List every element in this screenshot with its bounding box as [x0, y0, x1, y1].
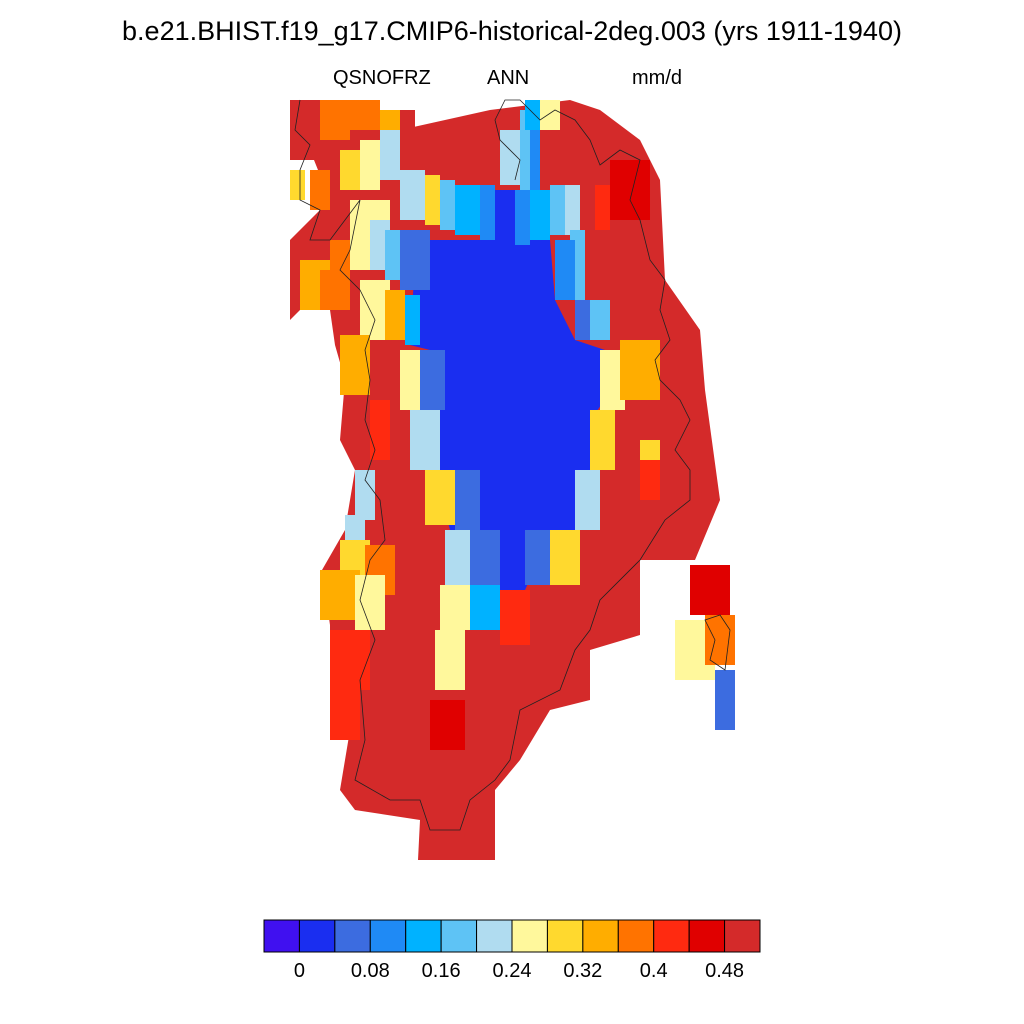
grid-cell — [580, 180, 595, 230]
colorbar-swatch — [369, 919, 407, 953]
grid-cell — [525, 530, 550, 585]
grid-cell — [550, 185, 565, 235]
grid-cell — [400, 110, 415, 140]
colorbar-swatch — [440, 919, 478, 953]
grid-cell — [310, 170, 330, 210]
grid-cell — [360, 140, 380, 190]
colorbar-tick-label: 0.08 — [350, 960, 390, 982]
grid-cell — [500, 130, 520, 185]
grid-cell — [590, 300, 610, 340]
grid-cell — [540, 100, 560, 130]
grid-cell — [340, 150, 360, 190]
grid-cell — [320, 100, 350, 140]
grid-cell — [320, 270, 340, 310]
colorbar-tick-label: 0 — [293, 960, 305, 982]
grid-cell — [530, 130, 540, 190]
units-label: mm/d — [632, 67, 682, 89]
grid-cell — [435, 630, 465, 690]
grid-cell — [320, 570, 360, 620]
colorbar-tick-label: 0.24 — [492, 960, 532, 982]
colorbar-swatch — [405, 919, 442, 953]
grid-cell — [525, 100, 540, 130]
grid-cell — [455, 470, 480, 530]
colorbar-tick-label: 0.16 — [421, 960, 461, 982]
grid-cell — [350, 100, 380, 130]
colorbar-swatch — [334, 919, 371, 953]
grid-cell — [555, 240, 575, 300]
coastline — [294, 99, 731, 831]
grid-cell — [620, 340, 660, 400]
grid-cell — [515, 190, 530, 245]
colorbar-swatch — [511, 919, 548, 953]
colorbar — [263, 919, 761, 953]
grid-cell — [575, 300, 590, 340]
grid-cell — [455, 185, 480, 235]
grid-cell — [385, 230, 400, 280]
grid-cell — [590, 410, 615, 470]
colorbar-swatch — [298, 919, 336, 953]
colorbar-swatch — [653, 919, 690, 953]
grid-cell — [480, 185, 495, 240]
colorbar-swatch — [582, 919, 619, 953]
colorbar-tick-label: 0.32 — [563, 960, 603, 982]
grid-cell — [640, 400, 660, 450]
colorbar-swatch — [617, 919, 655, 953]
grid-cell — [410, 410, 440, 470]
colorbar-swatch — [688, 919, 726, 953]
coastline-path — [294, 99, 691, 831]
grid-cell — [330, 630, 370, 690]
colorbar-swatch — [546, 919, 584, 953]
grid-cell — [340, 335, 370, 395]
grid-cell — [440, 585, 470, 630]
grid-cell — [355, 575, 385, 630]
grid-cell — [495, 190, 515, 245]
grid-cell — [425, 175, 440, 225]
island-coastline — [704, 614, 731, 671]
grid-cell — [575, 470, 600, 530]
season-label: ANN — [487, 67, 530, 89]
grid-cell — [405, 295, 420, 345]
colorbar-swatch — [476, 919, 513, 953]
grid-cell — [690, 565, 730, 615]
grid-cell — [290, 170, 305, 200]
grid-cell — [370, 400, 390, 460]
variable-label: QSNOFRZ — [333, 67, 431, 89]
grid-cells — [290, 100, 735, 860]
grid-cell — [595, 185, 610, 230]
grid-cell — [705, 615, 735, 665]
colorbar-tick-label: 0.48 — [705, 960, 745, 982]
grid-cell — [530, 190, 550, 240]
grid-cell — [400, 230, 430, 290]
grid-cell — [550, 530, 580, 585]
grid-cell — [470, 530, 500, 585]
grid-cell — [500, 590, 530, 645]
grid-cell — [520, 110, 530, 190]
grid-cell — [420, 350, 445, 410]
grid-cell — [400, 170, 425, 220]
grid-cell — [715, 670, 735, 730]
colorbar-tick-label: 0.4 — [639, 960, 668, 982]
grid-cell — [640, 460, 660, 500]
grid-cell — [470, 585, 500, 630]
colorbar-swatch — [724, 919, 761, 953]
grid-cell — [565, 185, 580, 235]
grid-cell — [380, 130, 400, 180]
grid-cell — [385, 290, 405, 340]
colorbar-swatch — [263, 919, 300, 953]
grid-cell — [610, 160, 650, 220]
plot-title: b.e21.BHIST.f19_g17.CMIP6-historical-2de… — [122, 16, 902, 46]
grid-cell — [355, 470, 375, 520]
grid-cell — [330, 690, 360, 740]
grid-cell — [425, 470, 455, 525]
grid-cell — [440, 180, 455, 230]
grid-cell — [430, 700, 465, 750]
